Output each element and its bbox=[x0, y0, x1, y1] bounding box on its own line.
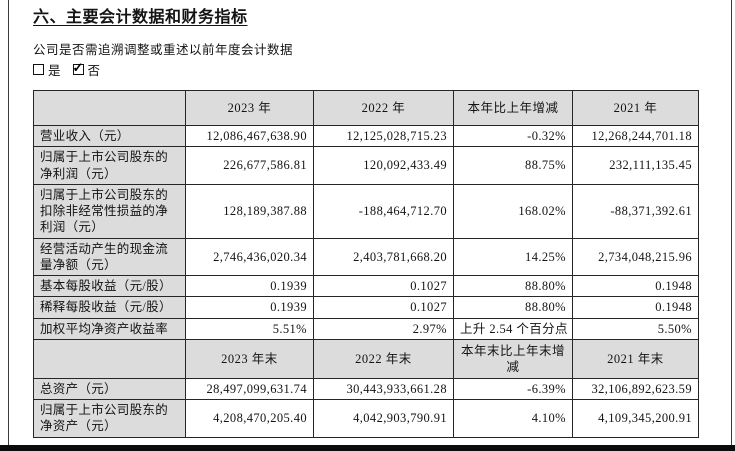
cell-value: 4.10% bbox=[453, 399, 573, 438]
cell-value: 30,443,933,661.28 bbox=[313, 377, 454, 401]
row-label: 经营活动产生的现金流量净额（元） bbox=[33, 237, 186, 276]
checkbox-checked-icon bbox=[72, 60, 84, 76]
page-right-border bbox=[731, 0, 732, 445]
table-header-row: 2023 年末 2022 年末 本年末比上年末增减 2021 年末 bbox=[33, 338, 699, 379]
cell-value: 4,042,903,790.91 bbox=[313, 399, 454, 438]
cell-value: 14.25% bbox=[453, 237, 573, 276]
cell-value: 88.80% bbox=[453, 274, 573, 298]
cell-value: 0.1027 bbox=[313, 296, 454, 319]
restatement-answer: 是 否 bbox=[33, 60, 112, 79]
cell-value: 2,734,048,215.96 bbox=[572, 237, 699, 276]
checkbox-no: 否 bbox=[72, 60, 101, 79]
cell-value: -188,464,712.70 bbox=[313, 183, 454, 239]
table-row: 归属于上市公司股东的净利润（元） 226,677,586.81 120,092,43… bbox=[33, 146, 699, 185]
cell-value: 2,403,781,668.20 bbox=[313, 237, 454, 276]
row-label: 加权平均净资产收益率 bbox=[33, 317, 186, 340]
cell-value: 4,208,470,205.40 bbox=[185, 399, 314, 438]
table-row: 归属于上市公司股东的净资产（元） 4,208,470,205.40 4,042,90… bbox=[33, 399, 699, 438]
cell-value: -6.39% bbox=[453, 377, 573, 401]
column-header bbox=[33, 90, 186, 126]
column-header: 2023 年末 bbox=[185, 338, 314, 379]
cell-value: 0.1027 bbox=[313, 274, 454, 298]
row-label: 总资产（元） bbox=[33, 377, 186, 401]
cell-value: 226,677,586.81 bbox=[185, 146, 314, 185]
cell-value: 12,125,028,715.23 bbox=[313, 124, 454, 148]
cell-value: 168.02% bbox=[453, 183, 573, 239]
cell-value: 2,746,436,020.34 bbox=[185, 237, 314, 276]
table-row: 归属于上市公司股东的扣除非经常性损益的净利润（元） 128,189,387.88-… bbox=[33, 183, 699, 239]
cell-value: 128,189,387.88 bbox=[185, 183, 314, 239]
column-header bbox=[33, 338, 186, 379]
row-label: 营业收入（元） bbox=[33, 124, 186, 148]
table-row: 基本每股收益（元/股） 0.1939 0.1027 88.80% 0.1948 bbox=[33, 274, 699, 298]
column-header: 2022 年末 bbox=[313, 338, 454, 379]
row-label: 稀释每股收益（元/股） bbox=[33, 296, 186, 319]
cell-value: 12,086,467,638.90 bbox=[185, 124, 314, 148]
cell-value: 2.97% bbox=[313, 317, 454, 340]
cell-value: 32,106,892,623.59 bbox=[572, 377, 699, 401]
row-label: 归属于上市公司股东的扣除非经常性损益的净利润（元） bbox=[33, 183, 186, 239]
table-row: 稀释每股收益（元/股） 0.1939 0.1027 88.80% 0.1948 bbox=[33, 296, 699, 319]
cell-value: 0.1948 bbox=[572, 296, 699, 319]
cell-value: 5.51% bbox=[185, 317, 314, 340]
page-bottom-edge bbox=[0, 445, 735, 451]
section-title: 六、主要会计数据和财务指标 bbox=[33, 9, 248, 26]
cell-value: 28,497,099,631.74 bbox=[185, 377, 314, 401]
page-left-border bbox=[8, 0, 9, 445]
cell-value: 0.1939 bbox=[185, 296, 314, 319]
column-header: 2021 年末 bbox=[572, 338, 699, 379]
cell-value: 88.75% bbox=[453, 146, 573, 185]
table-row: 加权平均净资产收益率 5.51% 2.97% 上升 2.54 个百分点 5.50% bbox=[33, 317, 699, 340]
cell-value: -0.32% bbox=[453, 124, 573, 148]
column-header: 2023 年 bbox=[185, 90, 314, 126]
row-label: 基本每股收益（元/股） bbox=[33, 274, 186, 298]
cell-value: 0.1948 bbox=[572, 274, 699, 298]
cell-value: 88.80% bbox=[453, 296, 573, 319]
checkbox-yes-label: 是 bbox=[48, 64, 61, 78]
table-row: 经营活动产生的现金流量净额（元） 2,746,436,020.34 2,403,78… bbox=[33, 237, 699, 276]
cell-value: 4,109,345,200.91 bbox=[572, 399, 699, 438]
cell-value: 上升 2.54 个百分点 bbox=[453, 317, 573, 340]
column-header: 2022 年 bbox=[313, 90, 454, 126]
cell-value: 0.1939 bbox=[185, 274, 314, 298]
checkbox-no-label: 否 bbox=[87, 64, 101, 78]
cell-value: 12,268,244,701.18 bbox=[572, 124, 699, 148]
cell-value: 5.50% bbox=[572, 317, 699, 340]
financial-indicators-table: 2023 年 2022 年本年比上年增减 2021 年营业收入（元） 12,086,4… bbox=[33, 90, 699, 438]
checkbox-yes: 是 bbox=[33, 60, 61, 79]
cell-value: -88,371,392.61 bbox=[572, 183, 699, 239]
table-row: 总资产（元） 28,497,099,631.74 30,443,933,661.28… bbox=[33, 377, 699, 401]
table-row: 营业收入（元） 12,086,467,638.90 12,125,028,715.2… bbox=[33, 124, 699, 148]
restatement-question: 公司是否需追溯调整或重述以前年度会计数据 bbox=[33, 43, 294, 57]
cell-value: 232,111,135.45 bbox=[572, 146, 699, 185]
cell-value: 120,092,433.49 bbox=[313, 146, 454, 185]
column-header: 2021 年 bbox=[572, 90, 699, 126]
table-header-row: 2023 年 2022 年本年比上年增减 2021 年 bbox=[33, 90, 699, 126]
column-header: 本年比上年增减 bbox=[453, 90, 573, 126]
column-header: 本年末比上年末增减 bbox=[453, 338, 573, 379]
row-label: 归属于上市公司股东的净资产（元） bbox=[33, 399, 186, 438]
row-label: 归属于上市公司股东的净利润（元） bbox=[33, 146, 186, 185]
checkbox-unchecked-icon bbox=[33, 64, 44, 75]
